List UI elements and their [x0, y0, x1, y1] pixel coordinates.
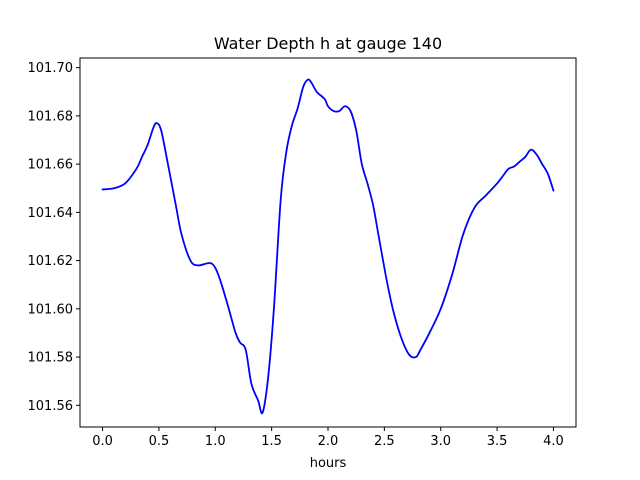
y-tick-label: 101.60 — [28, 302, 74, 317]
y-tick-label: 101.56 — [28, 399, 74, 414]
y-tick-label: 101.62 — [28, 254, 74, 269]
x-tick-label: 2.0 — [318, 434, 339, 449]
plot-area — [101, 78, 555, 415]
x-tick-label: 3.5 — [487, 434, 508, 449]
y-tick-label: 101.66 — [28, 158, 74, 173]
x-tick-label: 2.5 — [374, 434, 395, 449]
chart-title: Water Depth h at gauge 140 — [214, 34, 442, 53]
x-tick-label: 1.0 — [205, 434, 226, 449]
y-tick-label: 101.68 — [28, 109, 74, 124]
series-line-0 — [101, 78, 555, 415]
y-axis: 101.56 101.58 101.60 101.62 101.64 101.66 101.… — [28, 61, 80, 414]
y-tick-label: 101.58 — [28, 351, 74, 366]
y-tick-label: 101.70 — [28, 61, 74, 76]
x-tick-label: 0.5 — [149, 434, 170, 449]
x-tick-label: 3.0 — [430, 434, 451, 449]
x-axis-label: hours — [310, 456, 347, 471]
y-tick-label: 101.64 — [28, 206, 74, 221]
x-axis: 0.0 0.5 1.0 1.5 2.0 2.5 3.0 3.5 4.0 — [92, 427, 564, 449]
x-tick-label: 0.0 — [92, 434, 113, 449]
x-tick-label: 1.5 — [261, 434, 282, 449]
x-tick-label: 4.0 — [543, 434, 564, 449]
